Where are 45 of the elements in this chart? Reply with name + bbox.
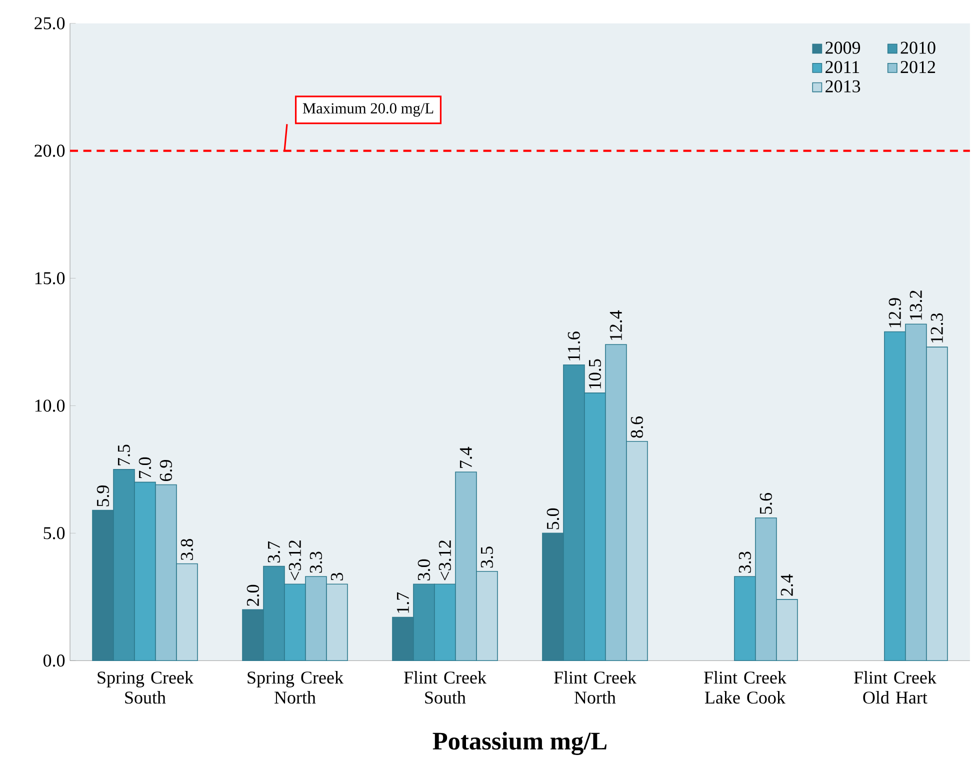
data-label: 11.6 [568, 332, 580, 360]
y-tick-label: 0.0 [43, 654, 65, 667]
data-label: 3 [330, 572, 344, 580]
data-label: 3.7 [268, 541, 280, 563]
data-label: <3.12 [438, 540, 452, 580]
ref-line-label: Maximum 20.0 mg/L [302, 103, 434, 117]
data-label: 3.3 [738, 552, 752, 573]
data-label: 7.0 [138, 457, 152, 478]
y-tick-label: 25.0 [34, 17, 65, 30]
data-label: 7.5 [118, 444, 130, 466]
data-label: <3.12 [288, 540, 302, 580]
data-label: 2.0 [246, 584, 260, 606]
legend-label: 2011 [826, 61, 860, 74]
x-axis-title: Potassium mg/L [432, 732, 607, 756]
y-tick-label: 5.0 [44, 527, 65, 540]
data-label: 12.3 [930, 313, 944, 343]
data-label: 3.0 [418, 559, 430, 580]
data-label: 6.9 [160, 460, 172, 482]
data-label: 1.7 [396, 592, 410, 613]
legend-label: 2009 [826, 42, 860, 54]
legend-label: 2012 [900, 61, 936, 74]
x-tick-label: Flint Creek North [554, 671, 636, 704]
data-label: 3.8 [180, 539, 194, 560]
x-tick-label: Flint Creek Old Hart [854, 671, 936, 704]
data-label: 10.5 [588, 359, 602, 388]
legend-label: 2010 [900, 42, 936, 54]
data-label: 12.4 [610, 310, 622, 340]
data-label: 5.0 [546, 508, 560, 530]
data-label: 5.6 [760, 492, 772, 514]
data-label: 12.9 [888, 298, 902, 328]
data-label: 13.2 [910, 290, 922, 320]
data-label: 3.5 [480, 546, 494, 568]
x-tick-label: Spring Creek North [248, 671, 344, 704]
data-label: 8.6 [630, 416, 644, 438]
x-tick-label: Spring Creek South [98, 671, 194, 704]
data-label: 5.9 [96, 486, 110, 506]
x-tick-label: Flint Creek Lake Cook [704, 671, 786, 704]
legend-label: 2013 [826, 80, 860, 92]
data-label: 2.4 [780, 574, 794, 596]
y-tick-label: 10.0 [35, 400, 65, 412]
x-tick-label: Flint Creek South [404, 671, 486, 704]
y-tick-label: 15.0 [35, 272, 65, 284]
data-label: 3.3 [310, 552, 322, 573]
y-tick-label: 20.0 [34, 144, 65, 157]
data-label: 7.4 [460, 446, 472, 468]
